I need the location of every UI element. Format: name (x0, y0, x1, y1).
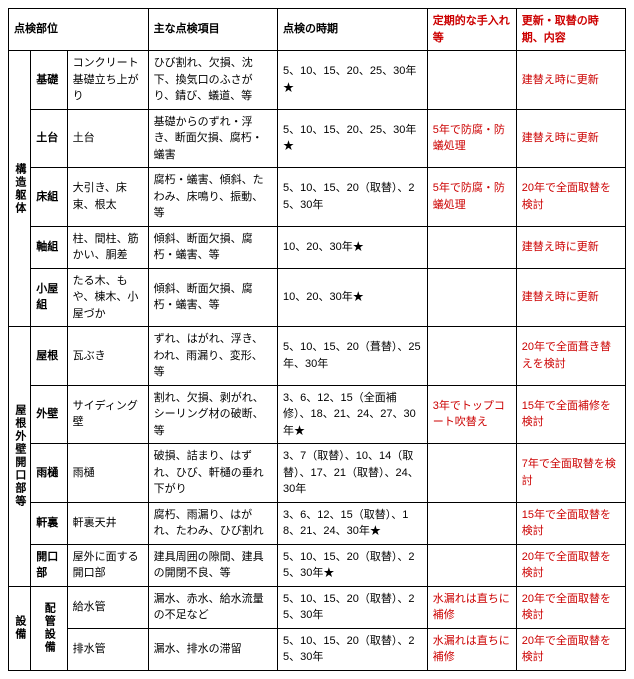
update-cell: 20年で全面取替を検討 (516, 544, 625, 586)
item-cell: 排水管 (67, 628, 148, 670)
item-cell: 柱、間柱、筋かい、胴差 (67, 226, 148, 268)
check-cell: 基礎からのずれ・浮き、断面欠損、腐朽・蟻害 (148, 109, 277, 168)
subgroup-label: 配管設備 (31, 586, 67, 670)
sub-label: 軸組 (31, 226, 67, 268)
table-row: 軸組 柱、間柱、筋かい、胴差 傾斜、断面欠損、腐朽・蟻害、等 10、20、30年… (9, 226, 626, 268)
update-cell: 建替え時に更新 (516, 268, 625, 327)
sub-label: 基礎 (31, 51, 67, 110)
care-cell: 水漏れは直ちに補修 (427, 586, 516, 628)
header-part: 点検部位 (9, 9, 149, 51)
group-label: 設備 (9, 586, 31, 670)
check-cell: ひび割れ、欠損、沈下、換気口のふさがり、錆び、蟻道、等 (148, 51, 277, 110)
sub-label: 軒裏 (31, 502, 67, 544)
timing-cell: 10、20、30年★ (278, 226, 428, 268)
table-row: 構造躯体 基礎 コンクリート基礎立ち上がり ひび割れ、欠損、沈下、換気口のふさが… (9, 51, 626, 110)
table-row: 雨樋 雨樋 破損、詰まり、はずれ、ひび、軒樋の垂れ下がり 3、7（取替）、10、… (9, 444, 626, 503)
check-cell: 腐朽・蟻害、傾斜、たわみ、床鳴り、振動、等 (148, 168, 277, 227)
check-cell: 破損、詰まり、はずれ、ひび、軒樋の垂れ下がり (148, 444, 277, 503)
update-cell: 建替え時に更新 (516, 226, 625, 268)
item-cell: 給水管 (67, 586, 148, 628)
update-cell: 20年で全面葺き替えを検討 (516, 327, 625, 386)
timing-cell: 5、10、15、20（取替）、25、30年 (278, 586, 428, 628)
check-cell: ずれ、はがれ、浮き、われ、雨漏り、変形、等 (148, 327, 277, 386)
table-row: 軒裏 軒裏天井 腐朽、雨漏り、はがれ、たわみ、ひび割れ 3、6、12、15（取替… (9, 502, 626, 544)
table-row: 屋根外壁開口部等 屋根 瓦ぶき ずれ、はがれ、浮き、われ、雨漏り、変形、等 5、… (9, 327, 626, 386)
table-row: 開口部 屋外に面する開口部 建具周囲の隙間、建具の開閉不良、等 5、10、15、… (9, 544, 626, 586)
inspection-table: 点検部位 主な点検項目 点検の時期 定期的な手入れ等 更新・取替の時期、内容 構… (8, 8, 626, 671)
timing-cell: 5、10、15、20（取替）、25、30年 (278, 628, 428, 670)
item-cell: 軒裏天井 (67, 502, 148, 544)
timing-cell: 5、10、15、20、25、30年★ (278, 51, 428, 110)
sub-label: 小屋組 (31, 268, 67, 327)
table-row: 床組 大引き、床束、根太 腐朽・蟻害、傾斜、たわみ、床鳴り、振動、等 5、10、… (9, 168, 626, 227)
check-cell: 傾斜、断面欠損、腐朽・蟻害、等 (148, 226, 277, 268)
item-cell: 瓦ぶき (67, 327, 148, 386)
update-cell: 建替え時に更新 (516, 109, 625, 168)
header-care: 定期的な手入れ等 (427, 9, 516, 51)
timing-cell: 3、7（取替）、10、14（取替）、17、21（取替）、24、30年 (278, 444, 428, 503)
table-row: 小屋組 たる木、もや、棟木、小屋づか 傾斜、断面欠損、腐朽・蟻害、等 10、20… (9, 268, 626, 327)
timing-cell: 3、6、12、15（全面補修）、18、21、24、27、30年★ (278, 385, 428, 444)
item-cell: たる木、もや、棟木、小屋づか (67, 268, 148, 327)
timing-cell: 5、10、15、20、25、30年★ (278, 109, 428, 168)
check-cell: 建具周囲の隙間、建具の開閉不良、等 (148, 544, 277, 586)
update-cell: 15年で全面補修を検討 (516, 385, 625, 444)
care-cell: 水漏れは直ちに補修 (427, 628, 516, 670)
timing-cell: 3、6、12、15（取替）、18、21、24、30年★ (278, 502, 428, 544)
update-cell: 20年で全面取替を検討 (516, 586, 625, 628)
table-row: 外壁 サイディング壁 割れ、欠損、剥がれ、シーリング材の破断、等 3、6、12、… (9, 385, 626, 444)
check-cell: 漏水、赤水、給水流量の不足など (148, 586, 277, 628)
item-cell: サイディング壁 (67, 385, 148, 444)
item-cell: 土台 (67, 109, 148, 168)
care-cell: 5年で防腐・防蟻処理 (427, 168, 516, 227)
table-header-row: 点検部位 主な点検項目 点検の時期 定期的な手入れ等 更新・取替の時期、内容 (9, 9, 626, 51)
table-row: 設備 配管設備 給水管 漏水、赤水、給水流量の不足など 5、10、15、20（取… (9, 586, 626, 628)
header-items: 主な点検項目 (148, 9, 277, 51)
sub-label: 雨樋 (31, 444, 67, 503)
check-cell: 漏水、排水の滞留 (148, 628, 277, 670)
table-body: 構造躯体 基礎 コンクリート基礎立ち上がり ひび割れ、欠損、沈下、換気口のふさが… (9, 51, 626, 671)
care-cell: 3年でトップコート吹替え (427, 385, 516, 444)
care-cell (427, 544, 516, 586)
update-cell: 建替え時に更新 (516, 51, 625, 110)
update-cell: 15年で全面取替を検討 (516, 502, 625, 544)
header-update: 更新・取替の時期、内容 (516, 9, 625, 51)
item-cell: コンクリート基礎立ち上がり (67, 51, 148, 110)
item-cell: 屋外に面する開口部 (67, 544, 148, 586)
care-cell (427, 327, 516, 386)
check-cell: 割れ、欠損、剥がれ、シーリング材の破断、等 (148, 385, 277, 444)
care-cell (427, 444, 516, 503)
table-row: 土台 土台 基礎からのずれ・浮き、断面欠損、腐朽・蟻害 5、10、15、20、2… (9, 109, 626, 168)
care-cell (427, 502, 516, 544)
item-cell: 大引き、床束、根太 (67, 168, 148, 227)
update-cell: 20年で全面取替を検討 (516, 168, 625, 227)
item-cell: 雨樋 (67, 444, 148, 503)
group-label: 構造躯体 (9, 51, 31, 327)
care-cell (427, 51, 516, 110)
update-cell: 20年で全面取替を検討 (516, 628, 625, 670)
timing-cell: 5、10、15、20（葺替）、25年、30年 (278, 327, 428, 386)
check-cell: 傾斜、断面欠損、腐朽・蟻害、等 (148, 268, 277, 327)
sub-label: 外壁 (31, 385, 67, 444)
care-cell (427, 226, 516, 268)
care-cell (427, 268, 516, 327)
sub-label: 屋根 (31, 327, 67, 386)
sub-label: 開口部 (31, 544, 67, 586)
timing-cell: 5、10、15、20（取替）、25、30年★ (278, 544, 428, 586)
care-cell: 5年で防腐・防蟻処理 (427, 109, 516, 168)
timing-cell: 5、10、15、20（取替）、25、30年 (278, 168, 428, 227)
table-row: 排水管 漏水、排水の滞留 5、10、15、20（取替）、25、30年 水漏れは直… (9, 628, 626, 670)
sub-label: 床組 (31, 168, 67, 227)
check-cell: 腐朽、雨漏り、はがれ、たわみ、ひび割れ (148, 502, 277, 544)
sub-label: 土台 (31, 109, 67, 168)
header-timing: 点検の時期 (278, 9, 428, 51)
timing-cell: 10、20、30年★ (278, 268, 428, 327)
group-label: 屋根外壁開口部等 (9, 327, 31, 587)
update-cell: 7年で全面取替を検討 (516, 444, 625, 503)
